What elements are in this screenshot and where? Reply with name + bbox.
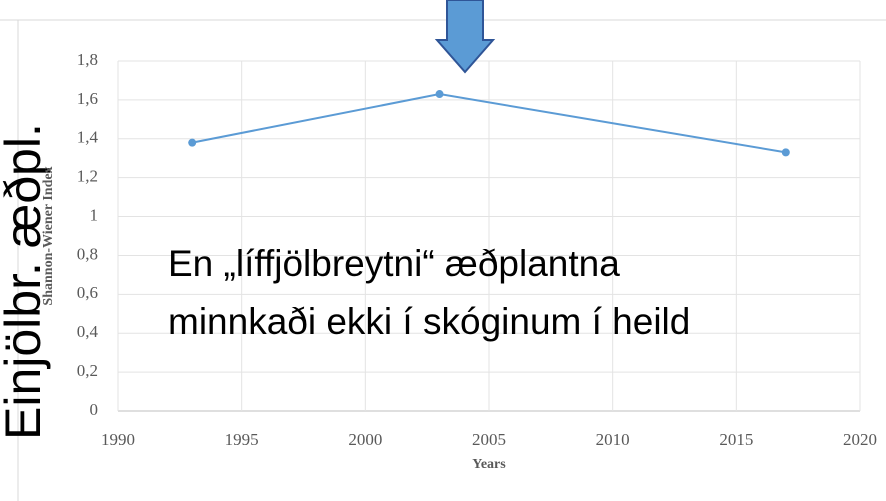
point xyxy=(188,138,197,147)
y-axis-label: Shannon-Wiener Index xyxy=(41,166,56,305)
annotation: En „líffjölbreytni“ æðplantna xyxy=(168,243,620,284)
x-tick-label: 2015 xyxy=(719,430,753,449)
y-tick-label: 1,4 xyxy=(77,128,99,147)
x-tick-label: 2010 xyxy=(596,430,630,449)
y-tick-label: 1,8 xyxy=(77,50,98,69)
x-tick-label: 2000 xyxy=(348,430,382,449)
x-axis-label: Years xyxy=(472,457,506,472)
y-tick-label: 1,2 xyxy=(77,167,98,186)
point xyxy=(781,148,790,157)
plot-area: 0 0,2 0,4 0,6 0,8 1 1,2 1,4 1,6 1,8 1990 1995 2000 20… xyxy=(77,50,877,449)
y-tick-label: 0,4 xyxy=(77,322,99,341)
x-tick-label: 1990 xyxy=(101,430,135,449)
y-tick-label: 0,6 xyxy=(77,283,98,302)
point xyxy=(435,90,444,99)
side-title: Einjölbr. æðpl. xyxy=(0,123,51,440)
y-tick-label: 0,8 xyxy=(77,244,98,263)
y-tick-label: 0 xyxy=(90,400,99,419)
y-tick-label: 1,6 xyxy=(77,89,98,108)
x-tick-label: 2020 xyxy=(843,430,877,449)
x-tick-label: 1995 xyxy=(225,430,259,449)
x-tick-label: 2005 xyxy=(472,430,506,449)
arrow xyxy=(434,0,496,74)
annotation: minnkaði ekki í skóginum í heild xyxy=(168,301,690,342)
y-tick-label: 1 xyxy=(90,205,99,224)
y-tick-label: 0,2 xyxy=(77,361,98,380)
